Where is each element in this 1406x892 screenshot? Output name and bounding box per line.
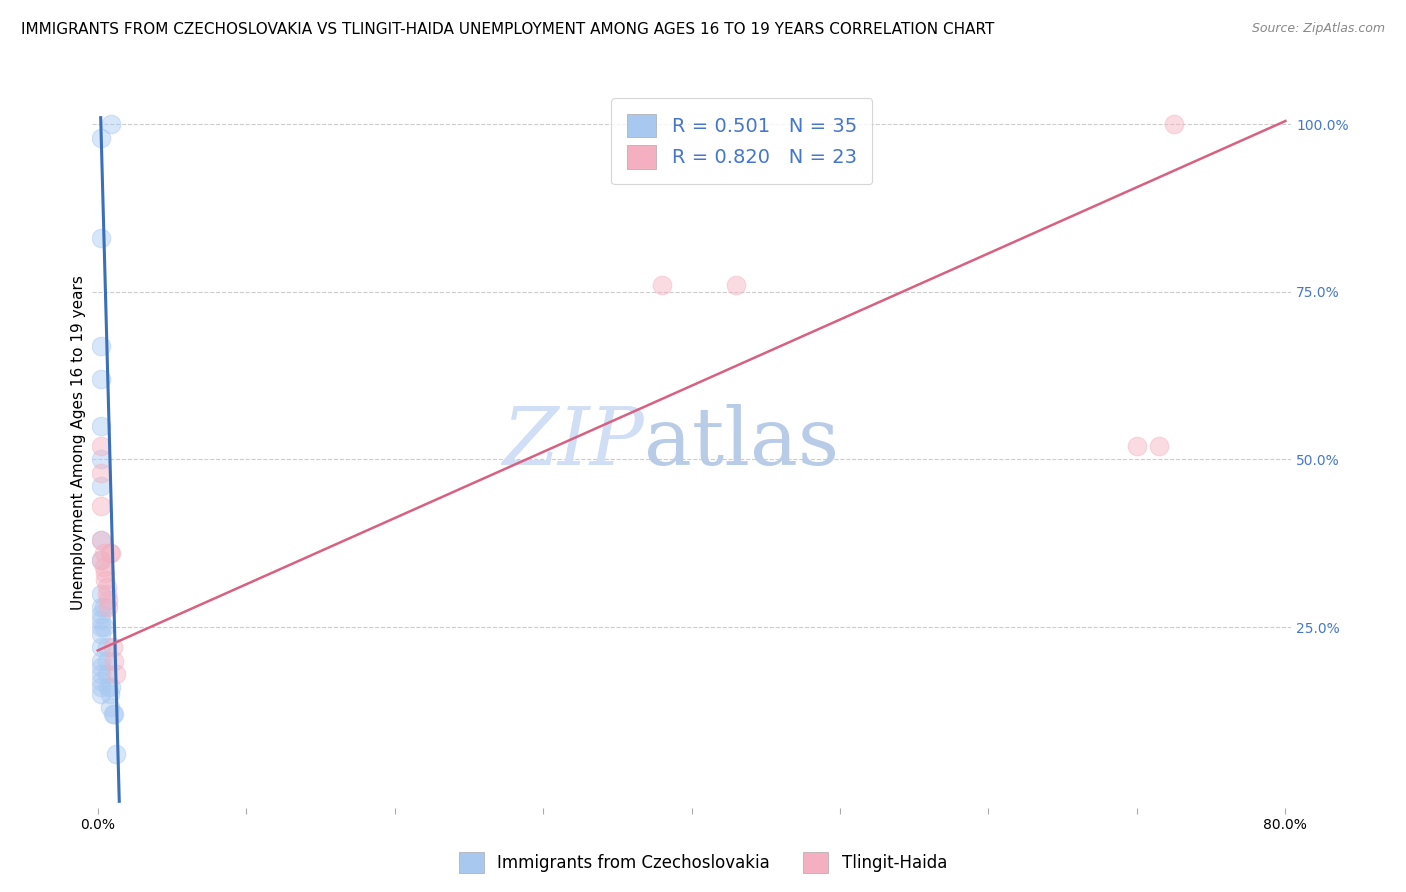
Point xyxy=(90,613,112,627)
Point xyxy=(104,747,127,762)
Point xyxy=(90,533,112,547)
Point xyxy=(90,466,112,480)
Text: Source: ZipAtlas.com: Source: ZipAtlas.com xyxy=(1251,22,1385,36)
Point xyxy=(90,553,112,567)
Point xyxy=(96,586,118,600)
Point xyxy=(96,580,118,594)
Point xyxy=(97,681,120,695)
Point xyxy=(90,667,112,681)
Point xyxy=(97,593,120,607)
Point xyxy=(90,687,112,701)
Point xyxy=(90,452,112,467)
Point xyxy=(90,681,112,695)
Point xyxy=(90,500,112,514)
Point xyxy=(651,278,673,293)
Point xyxy=(90,439,112,453)
Point xyxy=(90,640,112,654)
Point xyxy=(93,620,115,634)
Point xyxy=(100,546,122,560)
Text: atlas: atlas xyxy=(644,404,839,482)
Point xyxy=(96,667,118,681)
Point xyxy=(101,640,124,654)
Point xyxy=(90,419,112,434)
Point xyxy=(1147,439,1170,453)
Point xyxy=(90,586,112,600)
Point xyxy=(94,566,117,581)
Point xyxy=(93,559,115,574)
Y-axis label: Unemployment Among Ages 16 to 19 years: Unemployment Among Ages 16 to 19 years xyxy=(72,276,86,610)
Point xyxy=(97,599,120,614)
Point xyxy=(98,546,121,560)
Point xyxy=(90,479,112,493)
Point xyxy=(90,673,112,688)
Point xyxy=(90,338,112,352)
Point xyxy=(90,654,112,668)
Point xyxy=(96,640,118,654)
Point xyxy=(98,687,121,701)
Point xyxy=(90,231,112,245)
Point xyxy=(1126,439,1149,453)
Point xyxy=(104,667,127,681)
Point xyxy=(90,599,112,614)
Point xyxy=(90,626,112,640)
Point xyxy=(103,654,125,668)
Legend: Immigrants from Czechoslovakia, Tlingit-Haida: Immigrants from Czechoslovakia, Tlingit-… xyxy=(453,846,953,880)
Point xyxy=(93,546,115,560)
Legend: R = 0.501   N = 35, R = 0.820   N = 23: R = 0.501 N = 35, R = 0.820 N = 23 xyxy=(612,98,872,185)
Point xyxy=(1163,117,1185,131)
Point xyxy=(100,117,122,131)
Point xyxy=(98,700,121,714)
Point xyxy=(90,533,112,547)
Point xyxy=(96,654,118,668)
Point xyxy=(100,681,122,695)
Point xyxy=(93,599,115,614)
Point xyxy=(90,660,112,674)
Text: ZIP: ZIP xyxy=(502,404,644,482)
Point xyxy=(94,573,117,587)
Point xyxy=(90,607,112,621)
Text: IMMIGRANTS FROM CZECHOSLOVAKIA VS TLINGIT-HAIDA UNEMPLOYMENT AMONG AGES 16 TO 19: IMMIGRANTS FROM CZECHOSLOVAKIA VS TLINGI… xyxy=(21,22,994,37)
Point xyxy=(90,620,112,634)
Point xyxy=(90,372,112,386)
Point xyxy=(90,130,112,145)
Point xyxy=(725,278,748,293)
Point xyxy=(90,553,112,567)
Point xyxy=(103,707,125,722)
Point xyxy=(101,707,124,722)
